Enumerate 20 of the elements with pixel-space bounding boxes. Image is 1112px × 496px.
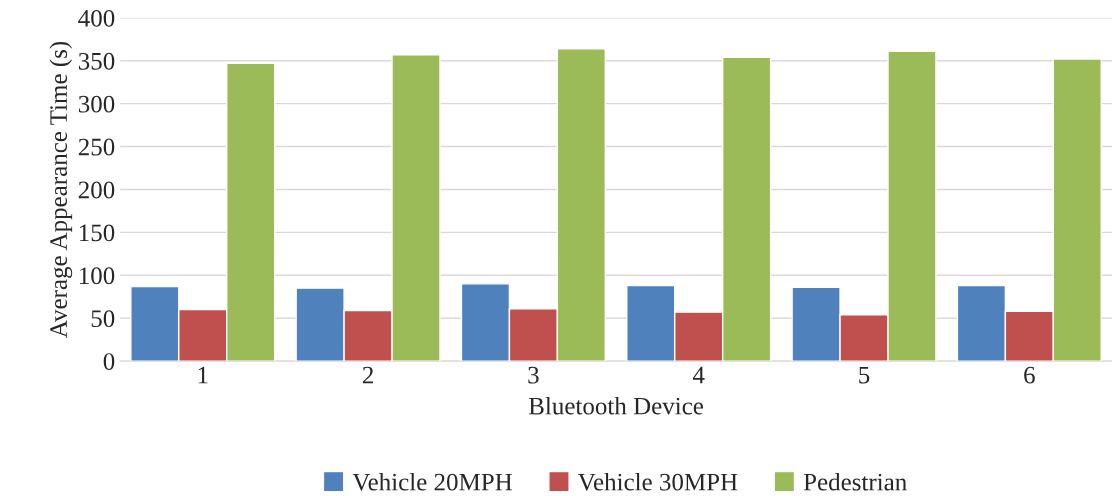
y-tick-label: 100	[79, 267, 115, 285]
y-axis-title: Average Appearance Time (s)	[49, 41, 73, 338]
x-tick-label: 5	[859, 366, 870, 384]
y-tick-label: 350	[78, 52, 115, 70]
legend-label: Vehicle 30MPH	[578, 472, 738, 491]
x-axis-title: Bluetooth Device	[528, 396, 703, 415]
y-tick-label: 0	[103, 353, 115, 371]
y-tick-label: 150	[79, 224, 115, 242]
y-tick-label: 250	[78, 138, 115, 156]
x-tick-label: 1	[198, 366, 208, 384]
y-tick-label: 400	[78, 9, 115, 27]
x-tick-label: 3	[528, 366, 539, 384]
y-tick-label: 50	[91, 310, 115, 328]
legend-label: Vehicle 20MPH	[352, 472, 512, 491]
x-tick-label: 6	[1024, 366, 1035, 384]
y-tick-label: 300	[78, 95, 115, 113]
x-tick-label: 2	[362, 366, 373, 384]
legend-label: Pedestrian	[803, 472, 907, 491]
y-tick-label: 200	[78, 181, 115, 199]
x-tick-label: 4	[692, 366, 705, 384]
